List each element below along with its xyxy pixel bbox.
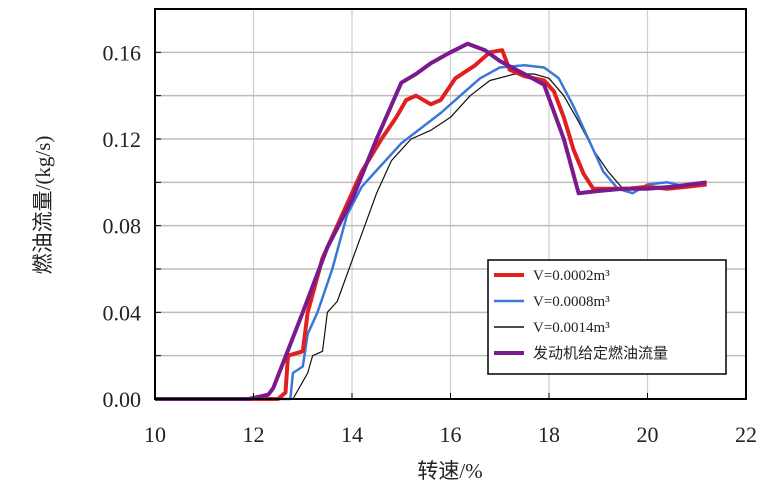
x-tick-label: 14 [341, 422, 363, 447]
series-line [155, 41, 707, 401]
series-lines [155, 41, 707, 401]
y-tick-label: 0.16 [103, 40, 142, 65]
x-tick-label: 20 [637, 422, 659, 447]
x-axis-label: 转速/% [417, 459, 482, 483]
x-tick-label: 18 [538, 422, 560, 447]
x-tick-label: 10 [144, 422, 166, 447]
legend-box [487, 259, 727, 375]
y-tick-label: 0.12 [103, 127, 142, 152]
legend-label: V=0.0008m³ [533, 294, 610, 310]
y-tick-label: 0.08 [103, 214, 142, 239]
axis-ticks: 10 12 14 16 18 20 22 0.00 0.04 0.08 0.12 0.16 [103, 40, 758, 447]
series-line [155, 64, 707, 401]
y-axis-label: 燃油流量/(kg/s) [31, 136, 55, 275]
y-tick-label: 0.04 [103, 300, 142, 325]
x-tick-label: 22 [735, 422, 757, 447]
legend: V=0.0002m³ V=0.0008m³ V=0.0014m³ 发动机给定燃油流量 [487, 259, 727, 375]
series-line [155, 73, 707, 400]
legend-label: 发动机给定燃油流量 [533, 344, 668, 362]
x-tick-label: 12 [243, 422, 265, 447]
x-tick-label: 16 [440, 422, 462, 447]
legend-label: V=0.0014m³ [533, 320, 610, 336]
y-tick-label: 0.00 [103, 387, 142, 412]
legend-label: V=0.0002m³ [533, 268, 610, 284]
